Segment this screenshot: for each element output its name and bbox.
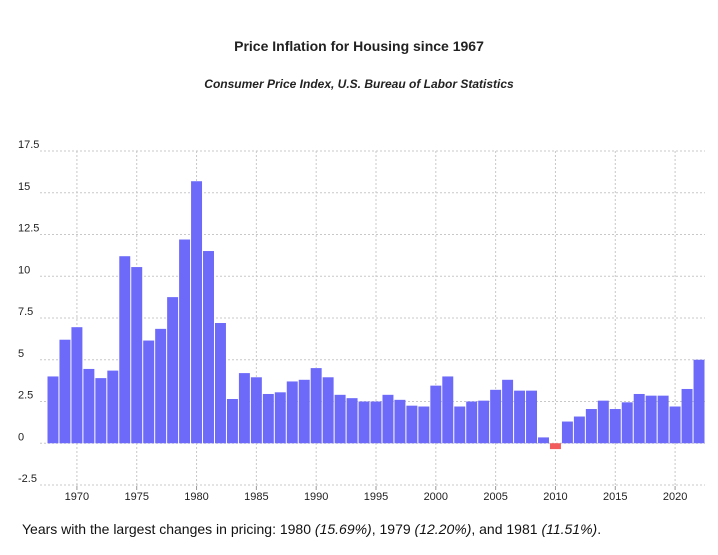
bar <box>322 377 334 444</box>
bar <box>609 409 621 444</box>
x-tick-label: 1995 <box>364 491 388 503</box>
bar <box>693 359 705 444</box>
footnote: Years with the largest changes in pricin… <box>22 521 601 537</box>
x-tick-label: 1975 <box>124 491 148 503</box>
chart-title: Price Inflation for Housing since 1967 <box>234 38 484 54</box>
bar <box>597 400 609 444</box>
x-tick-label: 1990 <box>304 491 328 503</box>
y-tick-label: 7.5 <box>18 306 33 318</box>
bar <box>514 390 526 444</box>
bar <box>191 181 203 444</box>
bar <box>442 376 454 444</box>
footnote-separator: , <box>371 521 376 537</box>
footnote-change: (15.69%) <box>314 521 372 537</box>
bar <box>561 421 573 444</box>
bar <box>83 368 95 444</box>
bar <box>250 377 262 444</box>
footnote-separator: , and <box>471 521 503 537</box>
y-tick-label: 12.5 <box>18 223 39 235</box>
y-tick-label: 2.5 <box>18 390 33 402</box>
bar <box>131 267 143 444</box>
bar <box>633 393 645 444</box>
bar <box>143 340 155 444</box>
bar <box>179 239 191 444</box>
bar <box>238 373 250 444</box>
y-tick-label: 10 <box>18 264 30 276</box>
bar <box>310 368 322 444</box>
footnote-change: (12.20%) <box>414 521 472 537</box>
bar <box>167 297 179 444</box>
bar <box>226 398 238 444</box>
bar <box>274 392 286 444</box>
bar <box>681 388 693 444</box>
bar <box>203 251 214 444</box>
bar <box>119 256 131 444</box>
bar <box>214 323 226 444</box>
bar <box>95 378 107 444</box>
x-tick-label: 1980 <box>184 491 208 503</box>
bar <box>454 406 466 444</box>
footnote-year: 1980 <box>279 521 312 537</box>
bar <box>430 385 442 444</box>
footnote-intro: Years with the largest changes in pricin… <box>22 521 276 537</box>
bar <box>502 379 514 444</box>
bar <box>526 390 538 444</box>
x-tick-label: 2005 <box>483 491 507 503</box>
bar <box>573 416 585 444</box>
bar <box>155 328 167 444</box>
bar <box>418 406 430 444</box>
bar <box>490 389 502 444</box>
x-tick-label: 1970 <box>65 491 89 503</box>
bar <box>298 379 310 444</box>
footnote-change: (11.51%) <box>541 521 598 537</box>
bar <box>370 401 382 444</box>
bar <box>645 395 657 444</box>
bar <box>286 381 298 444</box>
bar <box>538 437 549 444</box>
bar <box>262 393 274 444</box>
bar <box>107 370 119 444</box>
chart: Price Inflation for Housing since 1967 C… <box>18 38 705 503</box>
bar <box>621 402 633 444</box>
x-tick-label: 2020 <box>663 491 687 503</box>
y-tick-label: 5 <box>18 348 24 360</box>
footnote-year: 1979 <box>379 521 411 537</box>
x-tick-label: 2010 <box>543 491 567 503</box>
footnote-separator: . <box>597 521 602 537</box>
bar <box>358 401 370 444</box>
bar <box>669 406 681 444</box>
bar <box>47 376 59 444</box>
bar <box>59 339 71 444</box>
bar <box>394 399 406 444</box>
x-tick-label: 2000 <box>424 491 448 503</box>
bar <box>657 395 669 444</box>
y-tick-label: 15 <box>18 181 30 193</box>
x-tick-label: 2015 <box>603 491 627 503</box>
chart-subtitle: Consumer Price Index, U.S. Bureau of Lab… <box>204 77 514 91</box>
bar <box>71 327 83 444</box>
bar <box>346 398 358 444</box>
bar <box>334 394 346 444</box>
y-tick-label: 17.5 <box>18 139 39 151</box>
footnote-year: 1981 <box>506 521 538 537</box>
bar <box>382 394 394 444</box>
bar <box>478 400 490 444</box>
bar <box>406 405 418 444</box>
y-tick-label: 0 <box>18 431 24 443</box>
x-tick-label: 1985 <box>244 491 268 503</box>
y-tick-label: -2.5 <box>18 473 37 485</box>
bar <box>466 401 478 444</box>
bar <box>549 443 561 450</box>
bar <box>585 409 597 444</box>
